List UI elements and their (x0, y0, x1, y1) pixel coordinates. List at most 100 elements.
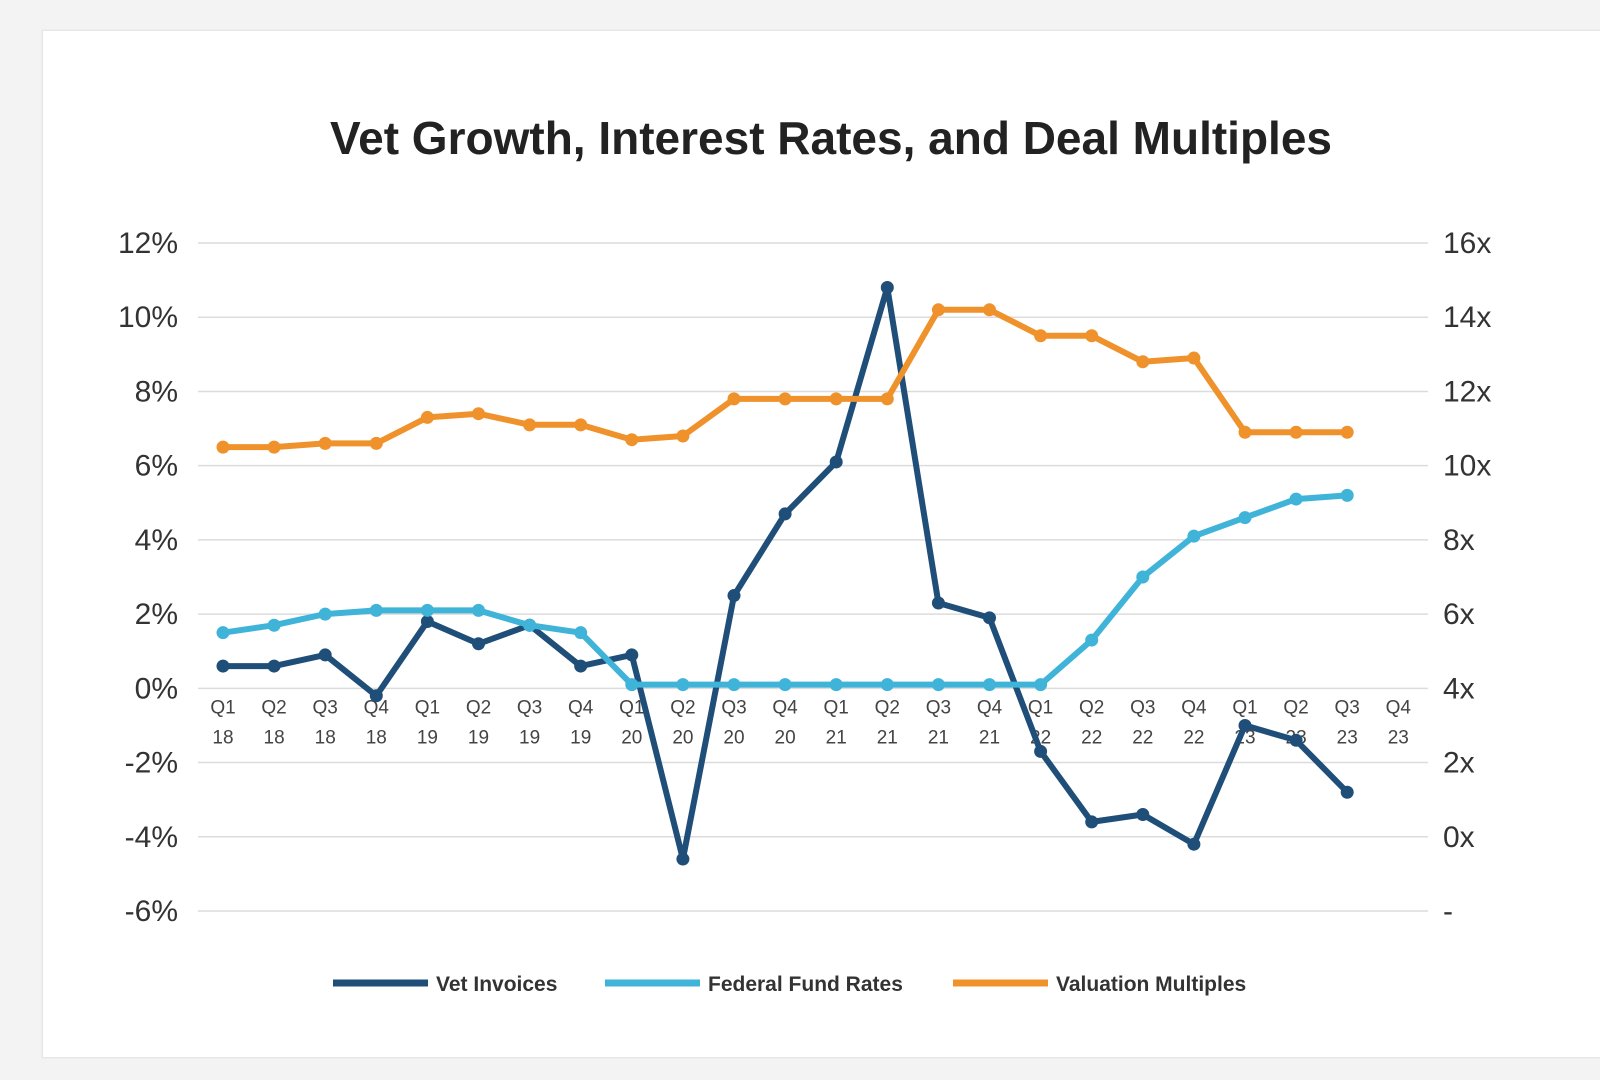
x-tick-label-quarter: Q1 (415, 697, 440, 718)
valuation-multiples-point (676, 429, 690, 443)
vet-invoices-point (880, 281, 894, 295)
right-y-tick-label: 16x (1443, 227, 1491, 260)
x-tick-label-quarter: Q3 (1335, 697, 1360, 718)
valuation-multiples-point (880, 392, 894, 406)
valuation-multiples-point (1136, 355, 1150, 369)
valuation-multiples-point (420, 410, 434, 424)
left-y-tick-label: -4% (125, 821, 178, 854)
vet-invoices-point (727, 589, 741, 603)
vet-invoices-point (472, 637, 485, 651)
chart-title: Vet Growth, Interest Rates, and Deal Mul… (330, 112, 1332, 164)
x-tick-label-year: 18 (264, 727, 285, 748)
x-tick-label-year: 21 (928, 727, 949, 748)
left-y-tick-label: 12% (118, 227, 178, 260)
vet-invoices-point (1187, 837, 1201, 851)
valuation-multiples-point (523, 418, 537, 432)
left-y-tick-label: -6% (125, 895, 178, 928)
vet-invoices-point (420, 615, 434, 629)
x-tick-label-quarter: Q4 (568, 697, 594, 718)
x-tick-label-quarter: Q3 (926, 697, 951, 718)
series-lines (216, 281, 1354, 866)
valuation-multiples-point (1238, 425, 1252, 439)
x-tick-label-quarter: Q2 (670, 697, 695, 718)
federal-fund-rates-point (472, 603, 485, 617)
vet-invoices-point (1034, 744, 1048, 758)
left-y-tick-label: 10% (118, 301, 178, 334)
legend-label-vet-invoices: Vet Invoices (436, 973, 557, 996)
x-tick-label-year: 18 (366, 727, 387, 748)
x-tick-label-quarter: Q3 (721, 697, 746, 718)
x-tick-label-quarter: Q1 (1028, 697, 1053, 718)
vet-invoices-point (318, 648, 332, 662)
x-tick-label-year: 22 (1183, 727, 1204, 748)
federal-fund-rates-point (727, 678, 741, 692)
right-y-tick-label: 2x (1443, 747, 1475, 780)
federal-fund-rates-point (1238, 511, 1252, 525)
federal-fund-rates-point (880, 678, 894, 692)
left-y-tick-label: 0% (135, 672, 178, 705)
federal-fund-rates-point (420, 603, 434, 617)
vet-invoices-point (931, 596, 945, 610)
gridlines (198, 242, 1428, 912)
federal-fund-rates-point (216, 626, 230, 640)
right-y-tick-label: - (1443, 895, 1453, 928)
vet-invoices-point (778, 507, 792, 521)
vet-invoices-point (574, 659, 588, 673)
federal-fund-rates-point (983, 678, 996, 692)
vet-invoices-point (1136, 808, 1150, 822)
federal-fund-rates-point (625, 678, 639, 692)
x-tick-label-year: 22 (1081, 727, 1102, 748)
x-tick-label-year: 21 (826, 727, 847, 748)
federal-fund-rates-line (220, 492, 1351, 688)
x-tick-label-quarter: Q1 (619, 697, 644, 718)
federal-fund-rates-point (1034, 678, 1048, 692)
federal-fund-rates-point (1136, 570, 1150, 584)
valuation-multiples-point (1187, 351, 1201, 365)
federal-fund-rates-point (1340, 488, 1354, 502)
left-y-tick-label: 4% (135, 524, 178, 557)
vet-invoices-line (220, 284, 1351, 862)
federal-fund-rates-point (369, 603, 383, 617)
left-y-tick-label: 2% (135, 598, 178, 631)
x-tick-label-quarter: Q3 (313, 697, 338, 718)
federal-fund-rates-point (1085, 633, 1099, 647)
right-y-axis-ticks: 16x 14x 12x 10x 8x 6x 4x 2x 0x - (1443, 227, 1491, 928)
valuation-multiples-point (778, 392, 792, 406)
valuation-multiples-point (1085, 329, 1099, 343)
valuation-multiples-point (318, 436, 332, 450)
valuation-multiples-point (267, 440, 281, 454)
x-tick-label-quarter: Q4 (977, 697, 1003, 718)
valuation-multiples-point (931, 303, 945, 317)
x-tick-label-quarter: Q3 (1130, 697, 1155, 718)
left-y-tick-label: 8% (135, 375, 178, 408)
x-tick-label-year: 19 (417, 727, 438, 748)
valuation-multiples-point (983, 303, 996, 317)
legend-label-federal-fund-rates: Federal Fund Rates (708, 973, 903, 996)
x-tick-label-year: 21 (877, 727, 898, 748)
line-chart: Vet Growth, Interest Rates, and Deal Mul… (118, 112, 1491, 996)
federal-fund-rates-point (829, 678, 843, 692)
valuation-multiples-point (216, 440, 230, 454)
vet-invoices-point (216, 659, 230, 673)
x-tick-label-year: 19 (570, 727, 591, 748)
x-tick-label-quarter: Q4 (364, 697, 390, 718)
x-tick-label-year: 23 (1337, 727, 1358, 748)
vet-invoices-point (267, 659, 281, 673)
x-tick-label-year: 19 (519, 727, 540, 748)
x-tick-label-year: 23 (1388, 727, 1409, 748)
x-tick-label-year: 18 (315, 727, 336, 748)
x-tick-label-year: 20 (672, 727, 693, 748)
vet-invoices-point (829, 455, 843, 469)
x-tick-label-year: 19 (468, 727, 489, 748)
valuation-multiples-point (1289, 425, 1303, 439)
left-y-axis-ticks: 12% 10% 8% 6% 4% 2% 0% -2% -4% -6% (118, 227, 178, 928)
x-tick-label-year: 20 (621, 727, 642, 748)
right-y-tick-label: 0x (1443, 821, 1475, 854)
x-axis-ticks: Q1 18 Q2 18 Q3 18 Q4 18 Q1 19 Q2 19 Q3 19 Q4 19 Q1 20 Q2 20… (210, 697, 1411, 748)
x-tick-label-year: 22 (1132, 727, 1153, 748)
x-tick-label-quarter: Q2 (1079, 697, 1104, 718)
x-tick-label-quarter: Q3 (517, 697, 542, 718)
right-y-tick-label: 10x (1443, 450, 1491, 483)
x-tick-label-year: 20 (775, 727, 796, 748)
federal-fund-rates-point (778, 678, 792, 692)
